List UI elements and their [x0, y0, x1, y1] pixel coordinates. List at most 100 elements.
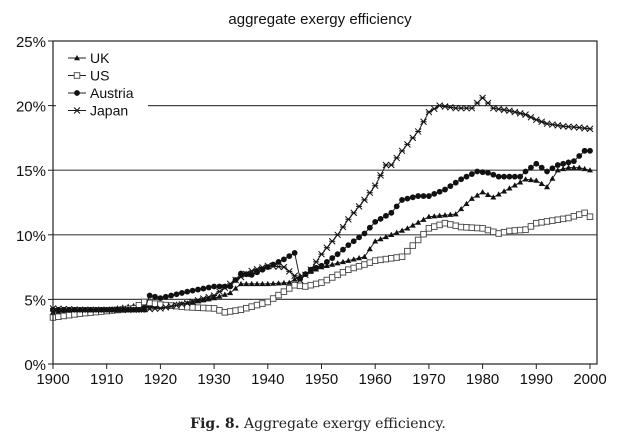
x-tick-label: 1930 — [197, 371, 230, 388]
data-point-uk — [221, 291, 228, 297]
data-point-japan — [307, 266, 315, 274]
data-point-us — [484, 226, 492, 234]
data-point-uk — [501, 188, 508, 194]
data-point-austria — [356, 234, 362, 241]
data-point-uk — [452, 211, 459, 217]
data-point-uk — [463, 200, 470, 206]
data-point-austria — [345, 242, 352, 249]
data-point-japan — [355, 203, 363, 210]
data-point-us — [511, 227, 519, 234]
data-point-uk — [350, 256, 357, 262]
data-point-japan — [516, 109, 524, 117]
data-point-us — [452, 222, 460, 230]
x-tick-label: 2000 — [573, 371, 606, 388]
data-point-austria — [409, 194, 416, 201]
chart-title: aggregate exergy efficiency — [228, 11, 412, 28]
data-point-uk — [587, 167, 593, 173]
data-point-us — [522, 226, 529, 233]
data-point-uk — [565, 164, 572, 170]
data-point-japan — [237, 273, 245, 281]
data-point-uk — [200, 297, 207, 303]
y-tick-label: 15% — [16, 163, 46, 180]
data-point-austria — [383, 212, 389, 219]
data-point-uk — [554, 167, 561, 173]
data-point-austria — [554, 162, 561, 168]
data-point-us — [436, 221, 443, 229]
x-tick-label: 1940 — [251, 371, 284, 388]
data-point-japan — [430, 105, 438, 113]
data-point-japan — [291, 272, 299, 280]
data-point-japan — [382, 161, 390, 169]
data-point-austria — [361, 230, 368, 237]
data-point-austria — [334, 251, 341, 258]
data-point-us — [323, 276, 331, 284]
data-point-austria — [474, 168, 481, 175]
data-point-japan — [259, 264, 266, 271]
data-point-japan — [334, 231, 341, 239]
data-point-japan — [522, 111, 529, 118]
data-point-us — [60, 312, 67, 320]
data-point-austria — [184, 288, 191, 295]
data-point-japan — [232, 276, 239, 284]
data-point-uk — [522, 176, 529, 182]
data-point-uk — [280, 279, 287, 286]
data-point-austria — [570, 158, 577, 165]
data-point-japan — [87, 306, 94, 314]
data-point-austria — [281, 256, 287, 263]
data-point-japan — [581, 124, 588, 132]
data-point-us — [366, 259, 374, 266]
data-point-uk — [286, 279, 293, 285]
data-point-uk — [409, 222, 416, 228]
data-point-austria — [178, 290, 185, 296]
data-point-austria — [431, 190, 438, 197]
legend-marker-uk — [74, 55, 80, 61]
data-point-japan — [344, 215, 352, 223]
data-point-austria — [200, 285, 207, 292]
data-point-uk — [468, 195, 475, 201]
data-point-austria — [495, 173, 502, 180]
figure-caption: Fig. 8. Aggregate exergy efficiency. — [190, 416, 446, 432]
data-point-us — [205, 304, 212, 312]
data-point-japan — [60, 305, 68, 313]
data-point-us — [468, 224, 476, 231]
data-point-japan — [119, 306, 127, 314]
data-point-japan — [398, 147, 406, 155]
x-tick-label: 1950 — [305, 371, 338, 388]
data-point-japan — [285, 268, 293, 275]
data-point-japan — [210, 292, 218, 299]
data-point-austria — [372, 218, 379, 225]
data-point-japan — [420, 118, 427, 126]
data-point-uk — [447, 211, 454, 217]
x-tick-label: 1970 — [412, 371, 445, 388]
data-point-us — [490, 228, 497, 236]
data-point-uk — [538, 180, 545, 186]
data-point-us — [382, 255, 390, 263]
data-point-austria — [173, 291, 180, 298]
data-point-japan — [414, 128, 422, 135]
data-point-uk — [264, 280, 271, 287]
legend-background — [56, 44, 148, 120]
data-point-austria — [264, 264, 271, 270]
data-point-uk — [254, 280, 261, 287]
data-point-japan — [167, 303, 175, 310]
data-point-uk — [329, 261, 336, 267]
data-point-us — [264, 298, 272, 306]
data-point-japan — [318, 250, 325, 258]
data-point-us — [269, 295, 277, 302]
data-point-us — [576, 211, 583, 218]
data-point-us — [286, 285, 293, 292]
data-point-japan — [114, 306, 121, 314]
data-point-us — [543, 218, 551, 225]
data-point-austria — [377, 215, 384, 222]
data-point-austria — [549, 165, 556, 172]
data-point-austria — [162, 293, 169, 300]
data-point-japan — [280, 263, 288, 271]
data-point-austria — [511, 173, 518, 180]
data-point-uk — [339, 258, 346, 265]
y-tick-label: 0% — [24, 357, 46, 374]
y-tick-label: 10% — [16, 228, 46, 245]
series-uk — [50, 164, 593, 315]
data-point-us — [312, 280, 320, 288]
data-point-us — [350, 264, 357, 272]
data-point-austria — [485, 169, 491, 176]
